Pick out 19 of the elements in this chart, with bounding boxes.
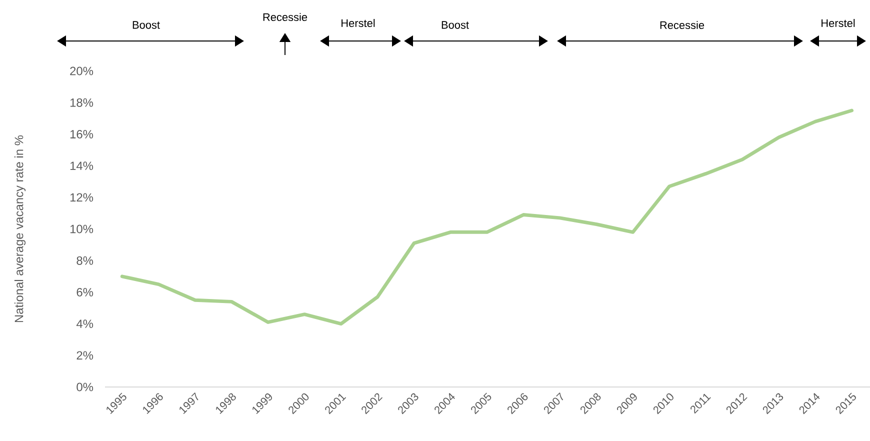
y-tick-label: 10% (70, 224, 94, 234)
y-axis-title: National average vacancy rate in % (14, 135, 26, 322)
y-tick-label: 6% (76, 288, 94, 296)
line-series (120, 108, 854, 326)
text: Herstel (342, 18, 375, 28)
y-tick-label: 0% (76, 382, 94, 392)
y-tick-label: 14% (70, 162, 94, 170)
text: Herstel (822, 18, 855, 28)
text: Recessie (660, 20, 704, 30)
y-tick-label: 12% (70, 193, 94, 202)
y-tick-label: 20% (70, 66, 94, 76)
y-tick-label: 16% (70, 130, 94, 138)
text: Recessie (263, 12, 308, 22)
y-tick-label: 2% (76, 351, 94, 360)
text: Boost (442, 21, 469, 29)
y-tick-label: 18% (70, 98, 94, 107)
y-tick-label: 4% (76, 320, 94, 328)
y-tick-label: 8% (76, 256, 94, 265)
text: Boost (132, 21, 160, 29)
